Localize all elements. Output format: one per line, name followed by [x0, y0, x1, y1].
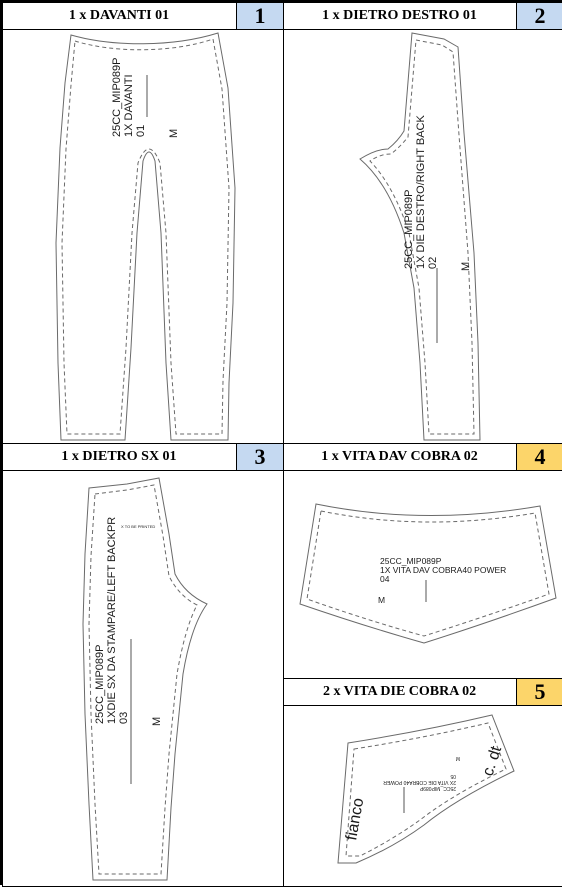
front-waistband-piece-label-line-1: 25CC_MIP089P: [380, 556, 442, 566]
piece-cell-3: 1 x DIETRO SX 01 3 25CC_MIP089P 1XDIE SX…: [2, 443, 284, 887]
piece-header-1: 1 x DAVANTI 01 1: [3, 3, 283, 30]
left-back-piece-seam-allowance: [88, 484, 198, 875]
piece-header-4: 1 x VITA DAV COBRA 02 4: [284, 444, 562, 471]
front-piece-seam-allowance: [61, 38, 230, 435]
right-back-piece-drawing: 25CC_MIP089P 1X DIE DESTRO/RIGHT BACK 02…: [359, 32, 481, 441]
right-back-piece-label-line-2: 1X DIE DESTRO/RIGHT BACK: [415, 115, 427, 269]
front-trouser-piece-drawing: 25CC_MIP089P 1X DAVANTI 01 M: [55, 32, 236, 441]
back-waistband-piece-label-line-2: 2X VITA DIE COBRA40 POWER: [383, 779, 456, 785]
right-back-piece-label-line-1: 25CC_MIP089P: [403, 190, 415, 270]
left-back-piece-outline: [82, 477, 208, 881]
left-back-piece-label-line-1: 25CC_MIP089P: [94, 645, 106, 725]
front-piece-size: M: [168, 129, 180, 138]
piece-number-badge-4: 4: [516, 444, 562, 470]
back-waistband-piece-label-line-3: 05: [450, 773, 456, 779]
back-waistband-piece-label-line-1: 25CC_MIP089P: [419, 785, 456, 791]
front-waistband-piece-label-line-3: 04: [380, 574, 390, 584]
right-back-piece-label-line-3: 02: [427, 257, 439, 269]
front-piece-label-line-1: 25CC_MIP089P: [111, 58, 123, 138]
piece-header-2: 1 x DIETRO DESTRO 01 2: [284, 3, 562, 30]
left-back-piece-print-note: X TO BE PRINTED: [121, 524, 155, 529]
front-waistband-piece-drawing: 25CC_MIP089P 1X VITA DAV COBRA40 POWER 0…: [299, 503, 557, 644]
piece-number-badge-5: 5: [516, 679, 562, 705]
left-back-piece-label-line-3: 03: [118, 712, 130, 724]
piece-number-badge-2: 2: [516, 3, 562, 29]
right-back-piece-size: M: [460, 262, 472, 271]
piece-number-badge-1: 1: [236, 3, 283, 29]
right-back-piece-seam-allowance: [369, 39, 475, 435]
back-waistband-piece-size: M: [456, 755, 460, 761]
back-waistband-piece-drawing: 25CC_MIP089P 2X VITA DIE COBRA40 POWER 0…: [337, 714, 515, 864]
right-back-piece-outline: [359, 32, 481, 441]
piece-title-1: 1 x DAVANTI 01: [68, 8, 170, 23]
piece-title-3: 1 x DIETRO SX 01: [61, 449, 177, 464]
front-piece-outline: [55, 32, 236, 441]
back-waistband-piece-seam-allowance: [345, 722, 507, 857]
piece-cell-5: 2 x VITA DIE COBRA 02 5 25CC_MIP089P 2X …: [283, 678, 562, 887]
piece-cell-2: 1 x DIETRO DESTRO 01 2 25CC_MIP089P 1X D…: [283, 2, 562, 444]
front-waistband-piece-outline: [299, 503, 557, 644]
left-back-piece-size: M: [151, 717, 163, 726]
piece-number-badge-3: 3: [236, 444, 283, 470]
back-waistband-piece-outline: [337, 714, 515, 864]
piece-cell-4: 1 x VITA DAV COBRA 02 4 25CC_MIP089P 1X …: [283, 443, 562, 679]
piece-cell-1: 1 x DAVANTI 01 1 25CC_MIP089P 1X DAVANTI…: [2, 2, 284, 444]
front-waistband-piece-seam-allowance: [306, 510, 550, 637]
front-waistband-piece-label-line-2: 1X VITA DAV COBRA40 POWER: [380, 565, 506, 575]
piece-title-2: 1 x DIETRO DESTRO 01: [322, 8, 477, 23]
piece-header-3: 1 x DIETRO SX 01 3: [3, 444, 283, 471]
piece-title-4: 1 x VITA DAV COBRA 02: [321, 449, 478, 464]
front-waistband-piece-size: M: [378, 595, 385, 605]
piece-header-5: 2 x VITA DIE COBRA 02 5: [284, 679, 562, 706]
front-piece-label-line-2: 1X DAVANTI: [123, 74, 135, 137]
left-back-piece-label-line-2: 1XDIE SX DA STAMPARE/LEFT BACKPR: [106, 517, 118, 724]
piece-title-5: 2 x VITA DIE COBRA 02: [322, 684, 477, 699]
left-back-piece-drawing: 25CC_MIP089P 1XDIE SX DA STAMPARE/LEFT B…: [82, 477, 208, 881]
front-piece-label-line-3: 01: [135, 125, 147, 137]
